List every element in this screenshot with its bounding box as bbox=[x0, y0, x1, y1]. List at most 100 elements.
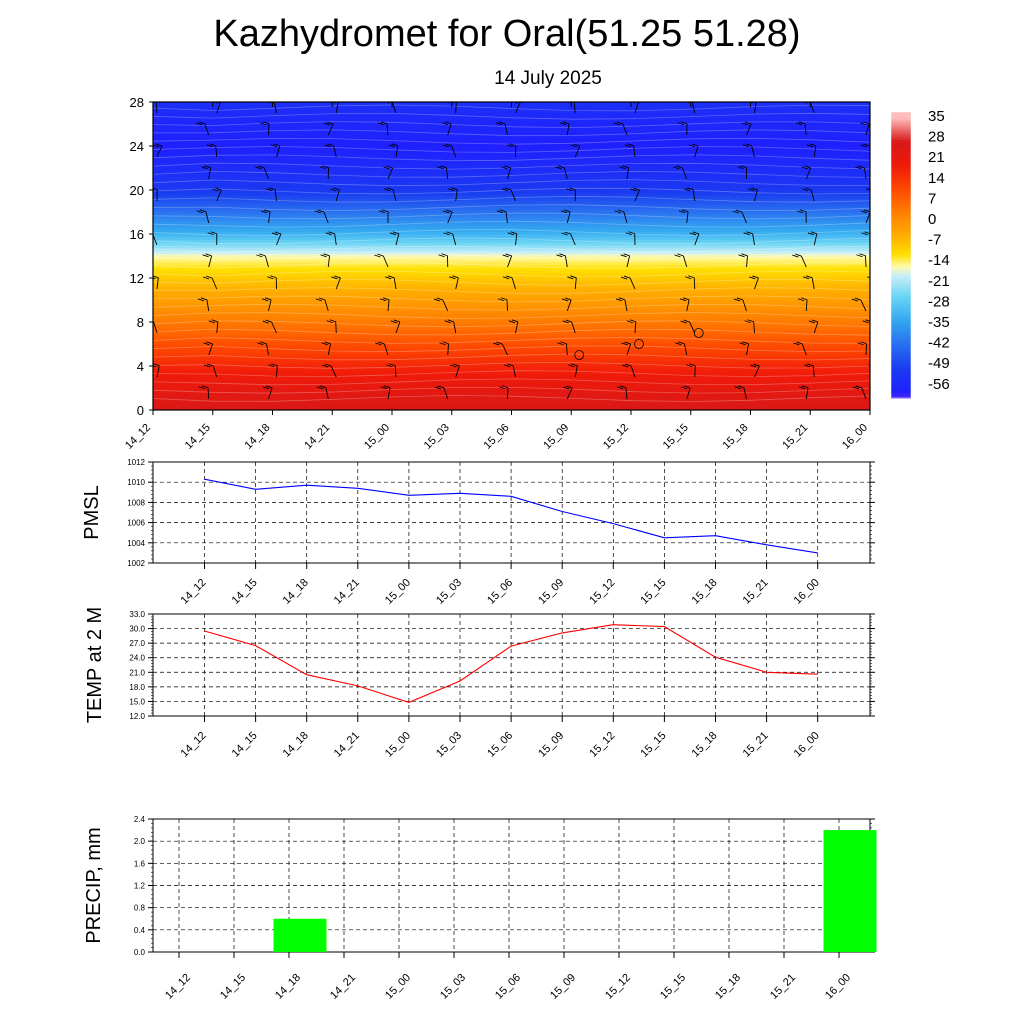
wind-barb-staff bbox=[686, 387, 691, 400]
y-tick-label: 1004 bbox=[127, 539, 145, 548]
colorbar-segment bbox=[891, 206, 911, 210]
wind-barb-staff bbox=[276, 233, 282, 246]
wind-barb-staff bbox=[570, 233, 576, 246]
wind-barb-flag bbox=[559, 122, 567, 126]
wind-barb-flag bbox=[390, 320, 398, 324]
colorbar-segment bbox=[891, 364, 911, 368]
wind-barb-staff bbox=[148, 344, 149, 355]
wind-barb-staff bbox=[626, 343, 632, 356]
wind-barb-flag bbox=[732, 210, 740, 214]
wind-barb-staff bbox=[443, 387, 449, 400]
wind-barb-flag bbox=[746, 231, 753, 235]
wind-barb-flag bbox=[139, 343, 145, 345]
wind-barb-flag bbox=[867, 276, 870, 279]
wind-barb-flag bbox=[333, 187, 340, 191]
colorbar-label: 0 bbox=[928, 211, 936, 228]
wind-barb-flag bbox=[613, 122, 621, 126]
heatmap-band bbox=[153, 242, 870, 246]
heatmap-band bbox=[153, 388, 870, 392]
colorbar-segment bbox=[891, 290, 911, 294]
wind-barb-flag bbox=[860, 144, 867, 148]
wind-barb-flag bbox=[741, 122, 749, 126]
wind-barb-flag bbox=[683, 319, 690, 323]
wind-barb-flag bbox=[557, 342, 564, 346]
wind-barb-flag bbox=[509, 143, 516, 147]
wind-barb-staff bbox=[387, 299, 390, 312]
colorbar-segment bbox=[891, 344, 911, 348]
heatmap-band bbox=[153, 393, 870, 397]
wind-barb-flag bbox=[317, 209, 325, 213]
y-axis-label: PRECIP, mm bbox=[83, 827, 105, 943]
wind-barb-staff bbox=[860, 299, 867, 312]
heatmap-body bbox=[139, 102, 876, 410]
wind-barb-flag bbox=[559, 253, 566, 257]
wind-barb-staff bbox=[205, 211, 210, 224]
contour-line bbox=[153, 170, 870, 178]
colorbar-segment bbox=[891, 145, 911, 149]
y-tick-label: 8 bbox=[137, 315, 144, 330]
y-tick-label: 1012 bbox=[127, 458, 145, 467]
wind-barb-flag bbox=[505, 253, 512, 257]
wind-barb-flag bbox=[504, 165, 511, 169]
heatmap-band bbox=[153, 126, 870, 131]
wind-barb-staff bbox=[741, 211, 747, 224]
wind-barb-flag bbox=[259, 253, 266, 257]
wind-barb-flag bbox=[735, 209, 743, 213]
wind-barb-staff bbox=[564, 255, 568, 268]
colorbar-segment bbox=[891, 112, 911, 116]
wind-barb-staff bbox=[268, 387, 273, 400]
x-tick-label: 16_00 bbox=[792, 730, 822, 760]
wind-barb-staff bbox=[574, 145, 581, 158]
contour-line bbox=[153, 386, 870, 394]
heatmap-band bbox=[153, 366, 870, 370]
y-tick-label: 1002 bbox=[127, 559, 145, 568]
x-tick-label: 15_06 bbox=[485, 730, 515, 760]
colorbar-segment bbox=[891, 283, 911, 287]
colorbar-segment bbox=[891, 380, 911, 384]
x-tick-label: 14_15 bbox=[230, 730, 260, 760]
wind-barb-staff bbox=[812, 365, 815, 378]
wind-barb-flag bbox=[199, 209, 207, 213]
colorbar-segment bbox=[891, 142, 911, 146]
wind-barb-flag bbox=[393, 319, 401, 323]
heatmap-band bbox=[153, 137, 870, 142]
colorbar-segment bbox=[891, 119, 911, 123]
wind-barb-flag bbox=[510, 231, 517, 235]
contour-line bbox=[153, 361, 870, 369]
wind-barb-staff bbox=[156, 145, 163, 158]
wind-barb-staff bbox=[861, 387, 867, 400]
heatmap-band bbox=[153, 382, 870, 386]
wind-barb-flag bbox=[141, 254, 147, 256]
wind-barb-staff bbox=[208, 255, 213, 268]
contour-line bbox=[153, 220, 870, 228]
y-tick-label: 1008 bbox=[127, 498, 145, 507]
wind-barb-flag bbox=[442, 341, 449, 345]
wind-barb-flag bbox=[327, 143, 334, 147]
wind-barb-staff bbox=[874, 278, 876, 289]
wind-barb-flag bbox=[442, 210, 450, 214]
heatmap-band bbox=[153, 170, 870, 175]
heatmap-band bbox=[153, 173, 870, 177]
x-tick-label: 14_15 bbox=[183, 422, 213, 452]
wind-barb-staff bbox=[692, 189, 696, 202]
wind-barb-flag bbox=[325, 232, 332, 236]
wind-barb-flag bbox=[198, 386, 206, 390]
wind-barb-staff bbox=[865, 123, 870, 136]
wind-barb-staff bbox=[753, 321, 755, 334]
wind-barb-staff bbox=[573, 102, 576, 114]
calm-circle bbox=[634, 339, 644, 349]
colorbar-segment bbox=[891, 372, 911, 376]
heatmap-band bbox=[153, 305, 870, 309]
wind-barb-flag bbox=[504, 187, 512, 191]
heatmap-band bbox=[153, 324, 870, 329]
heatmap-band bbox=[153, 297, 870, 301]
wind-barb-flag bbox=[142, 342, 148, 344]
heatmap-band bbox=[153, 225, 870, 230]
wind-barb-staff bbox=[451, 145, 457, 158]
wind-barb-staff bbox=[335, 102, 339, 114]
heatmap-band bbox=[153, 212, 870, 216]
colorbar-segment bbox=[891, 390, 911, 394]
heatmap-band bbox=[153, 346, 870, 351]
x-tick-label: 15_09 bbox=[541, 422, 571, 452]
y-tick-label: 21.0 bbox=[129, 668, 145, 677]
